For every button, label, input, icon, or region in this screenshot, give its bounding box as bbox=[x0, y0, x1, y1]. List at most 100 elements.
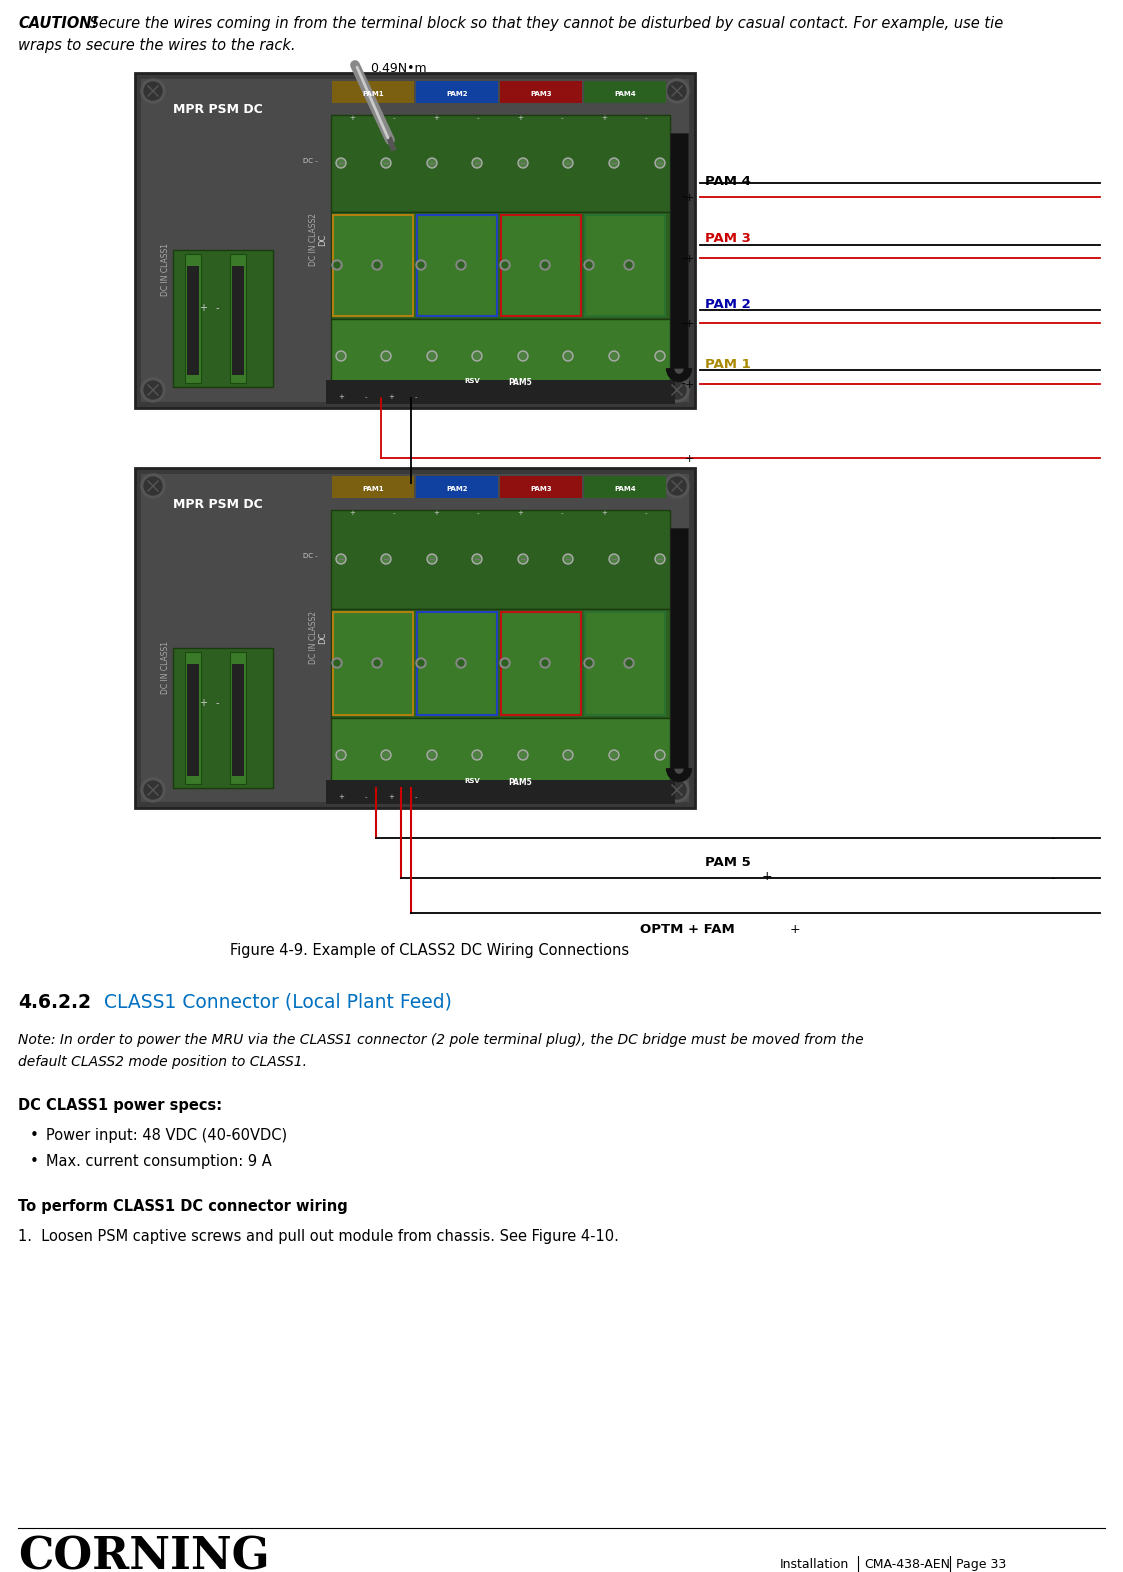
Text: +: + bbox=[685, 454, 694, 464]
Circle shape bbox=[338, 751, 345, 759]
Bar bbox=[584, 476, 666, 498]
Text: -: - bbox=[216, 698, 219, 707]
Circle shape bbox=[334, 660, 340, 667]
Text: DC CLASS1 power specs:: DC CLASS1 power specs: bbox=[18, 1097, 222, 1113]
Bar bbox=[141, 475, 690, 802]
Circle shape bbox=[141, 475, 165, 498]
Text: +: + bbox=[199, 698, 207, 707]
Text: Installation: Installation bbox=[780, 1558, 849, 1570]
Circle shape bbox=[626, 660, 632, 667]
Text: -: - bbox=[560, 115, 564, 121]
Text: Secure the wires coming in from the terminal block so that they cannot be distur: Secure the wires coming in from the term… bbox=[85, 16, 1003, 31]
Circle shape bbox=[381, 750, 391, 759]
Circle shape bbox=[429, 555, 436, 563]
Text: +: + bbox=[389, 395, 394, 399]
Circle shape bbox=[518, 750, 528, 759]
Text: MPR PSM DC: MPR PSM DC bbox=[173, 104, 263, 116]
Circle shape bbox=[474, 159, 481, 167]
Text: PAM 3: PAM 3 bbox=[705, 233, 751, 245]
Bar bbox=[188, 266, 199, 376]
Bar bbox=[331, 608, 670, 718]
Text: Note: In order to power the MRU via the CLASS1 connector (2 pole terminal plug),: Note: In order to power the MRU via the … bbox=[18, 1033, 864, 1047]
Text: Max. current consumption: 9 A: Max. current consumption: 9 A bbox=[46, 1154, 272, 1170]
Circle shape bbox=[383, 159, 390, 167]
Bar bbox=[230, 652, 246, 784]
Circle shape bbox=[657, 352, 664, 360]
Text: -: - bbox=[1050, 872, 1054, 885]
Text: Power input: 48 VDC (40-60VDC): Power input: 48 VDC (40-60VDC) bbox=[46, 1129, 287, 1143]
Circle shape bbox=[563, 159, 573, 168]
Text: +: + bbox=[338, 794, 344, 800]
Circle shape bbox=[374, 660, 380, 667]
Circle shape bbox=[565, 751, 572, 759]
Text: +: + bbox=[517, 115, 523, 121]
Text: -: - bbox=[477, 115, 480, 121]
Text: 1.  Loosen PSM captive screws and pull out module from chassis. See Figure 4-10.: 1. Loosen PSM captive screws and pull ou… bbox=[18, 1229, 619, 1243]
Bar bbox=[232, 266, 244, 376]
Bar bbox=[500, 82, 582, 104]
Circle shape bbox=[563, 351, 573, 362]
Circle shape bbox=[609, 159, 619, 168]
Circle shape bbox=[429, 751, 436, 759]
Text: -: - bbox=[645, 509, 647, 516]
Bar bbox=[331, 319, 670, 393]
Text: DC -: DC - bbox=[303, 553, 318, 560]
Text: -: - bbox=[1050, 832, 1054, 846]
Bar bbox=[501, 612, 581, 715]
Circle shape bbox=[563, 750, 573, 759]
Text: PAM4: PAM4 bbox=[614, 486, 636, 492]
Circle shape bbox=[565, 352, 572, 360]
Text: 0.49N•m: 0.49N•m bbox=[369, 61, 427, 75]
Circle shape bbox=[336, 351, 346, 362]
Text: +: + bbox=[389, 794, 394, 800]
Bar bbox=[417, 612, 497, 715]
Circle shape bbox=[141, 778, 165, 802]
Circle shape bbox=[144, 476, 162, 495]
Text: +: + bbox=[433, 509, 439, 516]
Bar bbox=[334, 612, 413, 715]
Circle shape bbox=[472, 750, 482, 759]
Circle shape bbox=[458, 263, 464, 267]
Text: -: - bbox=[393, 509, 395, 516]
Circle shape bbox=[458, 660, 464, 667]
Circle shape bbox=[383, 555, 390, 563]
Text: -: - bbox=[681, 253, 685, 263]
Text: -: - bbox=[681, 192, 685, 201]
Circle shape bbox=[657, 555, 664, 563]
Circle shape bbox=[563, 553, 573, 564]
Circle shape bbox=[372, 659, 382, 668]
Circle shape bbox=[336, 553, 346, 564]
Text: PAM2: PAM2 bbox=[446, 91, 468, 97]
Circle shape bbox=[624, 659, 634, 668]
Text: -: - bbox=[414, 395, 418, 399]
Circle shape bbox=[427, 553, 437, 564]
Bar bbox=[173, 250, 273, 387]
Text: wraps to secure the wires to the rack.: wraps to secure the wires to the rack. bbox=[18, 38, 295, 53]
Circle shape bbox=[565, 555, 572, 563]
Circle shape bbox=[372, 259, 382, 270]
Circle shape bbox=[336, 159, 346, 168]
Text: Page 33: Page 33 bbox=[956, 1558, 1006, 1570]
Text: PAM3: PAM3 bbox=[530, 91, 551, 97]
Circle shape bbox=[502, 263, 508, 267]
Text: PAM5: PAM5 bbox=[508, 377, 532, 387]
Text: +: + bbox=[685, 193, 694, 203]
Bar bbox=[331, 212, 670, 319]
Circle shape bbox=[655, 750, 665, 759]
Circle shape bbox=[665, 79, 690, 104]
Text: PAM 5: PAM 5 bbox=[705, 857, 751, 869]
Circle shape bbox=[611, 555, 618, 563]
Bar bbox=[188, 663, 199, 777]
Circle shape bbox=[584, 259, 594, 270]
Bar bbox=[185, 255, 201, 384]
Text: CLASS1 Connector (Local Plant Feed): CLASS1 Connector (Local Plant Feed) bbox=[92, 994, 451, 1012]
Text: +: + bbox=[199, 303, 207, 313]
Circle shape bbox=[657, 751, 664, 759]
Circle shape bbox=[332, 259, 343, 270]
Circle shape bbox=[668, 380, 686, 399]
Bar bbox=[331, 718, 670, 792]
Circle shape bbox=[472, 553, 482, 564]
Circle shape bbox=[542, 263, 548, 267]
Circle shape bbox=[472, 159, 482, 168]
Text: -: - bbox=[365, 794, 367, 800]
